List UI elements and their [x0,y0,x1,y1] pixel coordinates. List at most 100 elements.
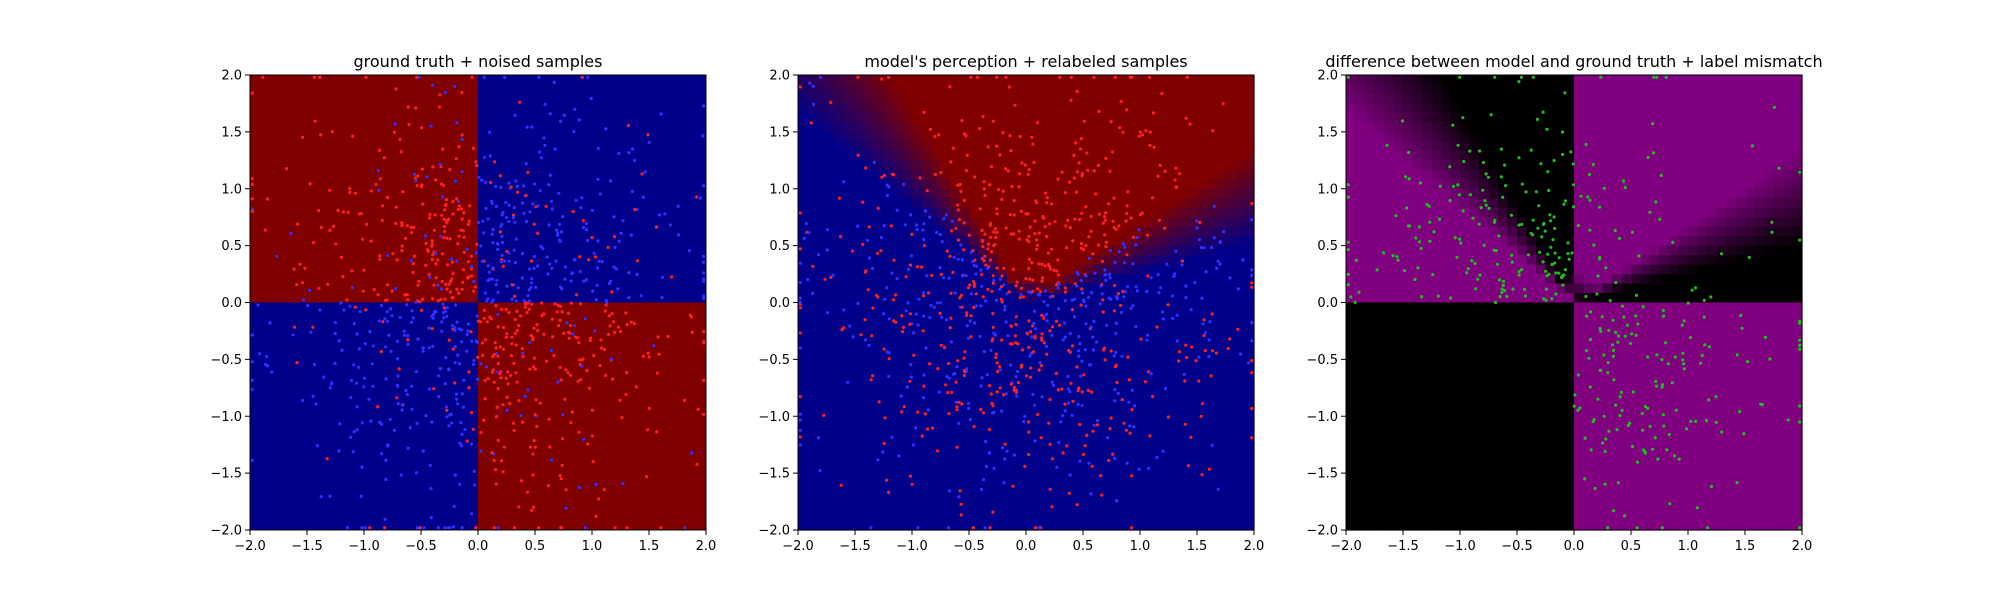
heatmap-cell [1073,264,1084,275]
heatmap-cell [1235,359,1246,370]
heatmap-cell [1441,416,1452,427]
heatmap-cell [1159,378,1170,389]
heatmap-cell [874,179,885,190]
sample-point [922,244,927,248]
sample-point [1079,147,1083,151]
heatmap-cell [1355,84,1366,95]
heatmap-cell [1244,103,1255,114]
heatmap-cell [1064,311,1075,323]
sample-point [529,333,533,337]
heatmap-cell [1197,264,1208,275]
heatmap-cell [807,226,818,237]
heatmap-cell [1035,131,1046,142]
heatmap-cell [997,473,1008,484]
sample-point [666,334,670,339]
heatmap-cell [798,444,809,455]
heatmap-cell [1007,492,1018,503]
heatmap-cell [1035,264,1046,275]
sample-point [1133,404,1137,408]
heatmap-cell [836,84,847,95]
sample-point [352,363,356,367]
heatmap-cell [969,293,980,304]
heatmap-cell [1346,330,1357,342]
sample-point [879,249,883,253]
sample-point [577,430,581,434]
heatmap-cell [1149,359,1160,370]
heatmap-cell [1412,463,1423,474]
heatmap-cell [1431,255,1442,266]
heatmap-cell [978,368,989,379]
heatmap-cell [836,217,847,228]
sample-point [427,216,432,220]
sample-point [1048,487,1052,491]
sample-point [1050,457,1054,461]
heatmap-cell [874,492,885,503]
heatmap-cell [883,293,894,304]
sample-point [453,326,457,330]
heatmap-cell [883,511,894,522]
sample-point [405,224,409,228]
heatmap-cell [1403,397,1414,408]
heatmap-cell [1403,454,1414,465]
heatmap-cell [1235,274,1246,285]
sample-point [439,366,443,371]
sample-point [956,238,961,242]
heatmap-cell [817,463,828,474]
heatmap-cell [864,492,875,503]
heatmap-cell [950,75,961,86]
sample-point [1198,220,1202,224]
heatmap-cell [950,330,961,342]
heatmap-cell [921,293,932,304]
heatmap-cell [1412,349,1423,360]
sample-point [348,304,352,308]
sample-point [474,160,478,164]
heatmap-cell [1016,179,1027,190]
sample-point [414,471,418,475]
heatmap-cell [1187,330,1198,342]
heatmap-cell [1159,397,1170,408]
heatmap-cell [836,112,847,123]
heatmap-cell [1422,482,1433,493]
heatmap-cell [978,425,989,436]
heatmap-cell [1216,463,1227,474]
sample-point [372,288,376,292]
sample-point [909,213,913,217]
sample-point [566,311,571,315]
heatmap-cell [1365,274,1376,285]
sample-point [926,408,931,412]
sample-point [1109,120,1113,124]
heatmap-cell [1460,103,1471,114]
heatmap-cell [902,112,913,123]
heatmap-cell [817,416,828,427]
sample-point [967,233,971,237]
heatmap-cell [1450,359,1461,370]
heatmap-cell [988,217,999,228]
heatmap-cell [988,378,999,389]
heatmap-cell [826,454,837,465]
heatmap-cell [1054,473,1065,484]
heatmap-cell [1140,349,1151,360]
heatmap-cell [959,444,970,455]
heatmap-cell [807,103,818,114]
heatmap-cell [883,482,894,493]
heatmap-cell [1365,473,1376,484]
heatmap-cell [1346,150,1357,161]
sample-point [462,235,466,239]
heatmap-cell [817,169,828,180]
heatmap-cell [1206,359,1217,370]
heatmap-cell [1092,274,1103,285]
sample-point [521,351,525,355]
sample-point [508,401,512,406]
heatmap-cell [864,463,875,474]
sample-point [487,278,491,282]
heatmap-cell [1441,368,1452,379]
sample-point [971,260,975,264]
heatmap-cell [845,330,856,342]
sample-point [1033,403,1037,407]
sample-point [547,417,551,421]
heatmap-cell [1140,454,1151,465]
sample-point [528,445,533,449]
sample-point [1113,399,1117,403]
heatmap-cell [1149,274,1160,285]
sample-point [937,133,941,137]
